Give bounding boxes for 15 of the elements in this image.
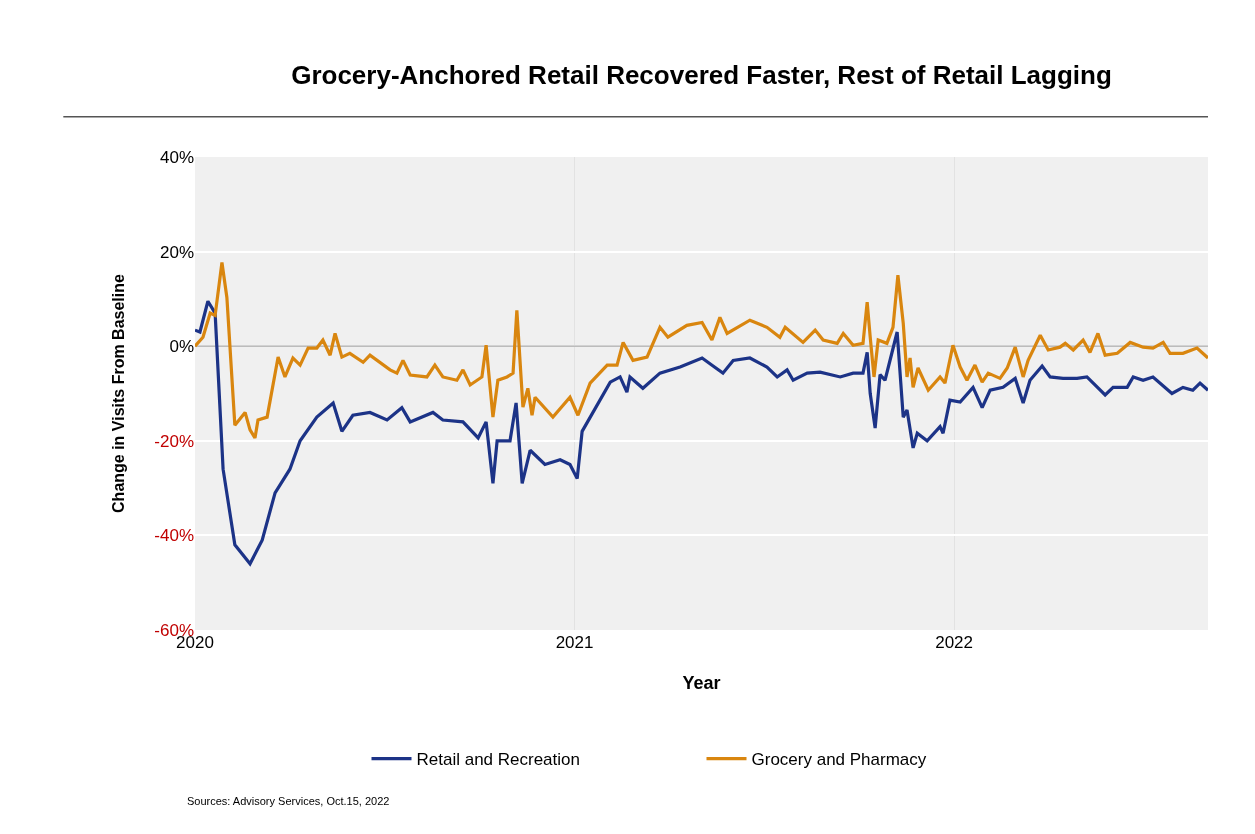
line-series: [195, 299, 1208, 566]
line-series: [195, 260, 1208, 440]
x-tick-label: 2021: [555, 633, 594, 652]
chart-title: Grocery-Anchored Retail Recovered Faster, Rest of Retail Lagging: [291, 60, 1112, 91]
y-tick-label: -40%: [154, 526, 194, 546]
legend-label: Retail and Recreation: [416, 750, 580, 770]
legend-label: Grocery and Pharmacy: [751, 750, 927, 770]
x-tick-label: 2022: [935, 633, 973, 652]
y-tick-label: 0%: [169, 337, 194, 357]
x-axis-title: Year: [682, 673, 721, 694]
y-tick-label: -20%: [154, 431, 194, 451]
source-note: Sources: Advisory Services, Oct.15, 2022: [187, 795, 390, 807]
y-axis-title: Change in Visits From Baseline: [110, 273, 128, 513]
y-tick-label: 40%: [159, 147, 194, 167]
y-tick-label: 20%: [159, 242, 194, 262]
